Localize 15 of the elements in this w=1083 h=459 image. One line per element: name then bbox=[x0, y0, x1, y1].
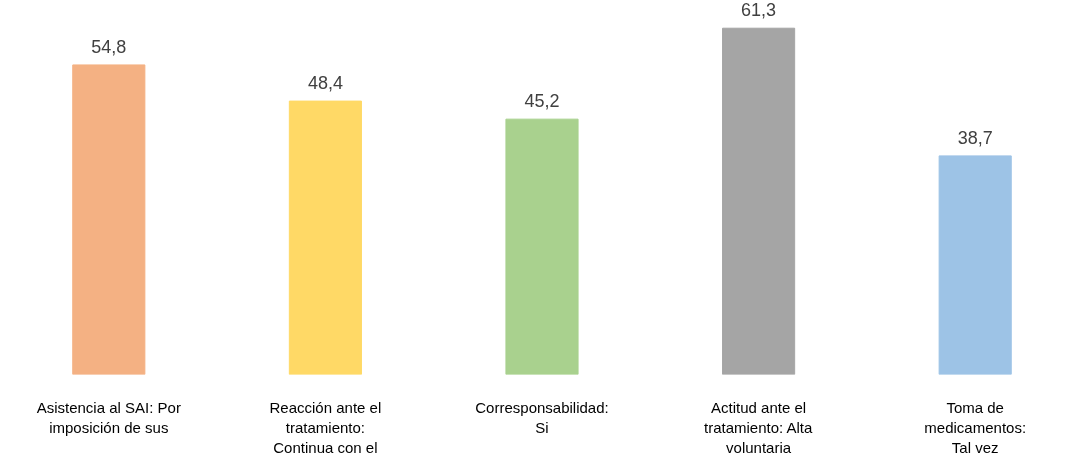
data-label: 54,8 bbox=[91, 36, 127, 57]
bar bbox=[722, 27, 796, 375]
data-label: 38,7 bbox=[957, 127, 993, 148]
x-tick-label: Actitud ante el tratamiento: Alta voluntaria bbox=[703, 398, 814, 457]
x-tick-label: Reacción ante el tratamiento: Continua con el bbox=[269, 398, 382, 457]
x-tick-label: Corresponsabilidad: Si bbox=[475, 398, 609, 436]
bar bbox=[72, 64, 146, 375]
x-tick-label: Asistencia al SAI: Por imposición de sus bbox=[36, 398, 181, 436]
bar bbox=[505, 118, 579, 375]
bar bbox=[288, 100, 362, 375]
data-label: 45,2 bbox=[524, 91, 560, 112]
data-label: 61,3 bbox=[741, 0, 777, 21]
data-label: 48,4 bbox=[307, 73, 343, 94]
x-tick-label: Toma de medicamentos: Tal vez bbox=[924, 398, 1027, 457]
bar bbox=[938, 155, 1012, 375]
